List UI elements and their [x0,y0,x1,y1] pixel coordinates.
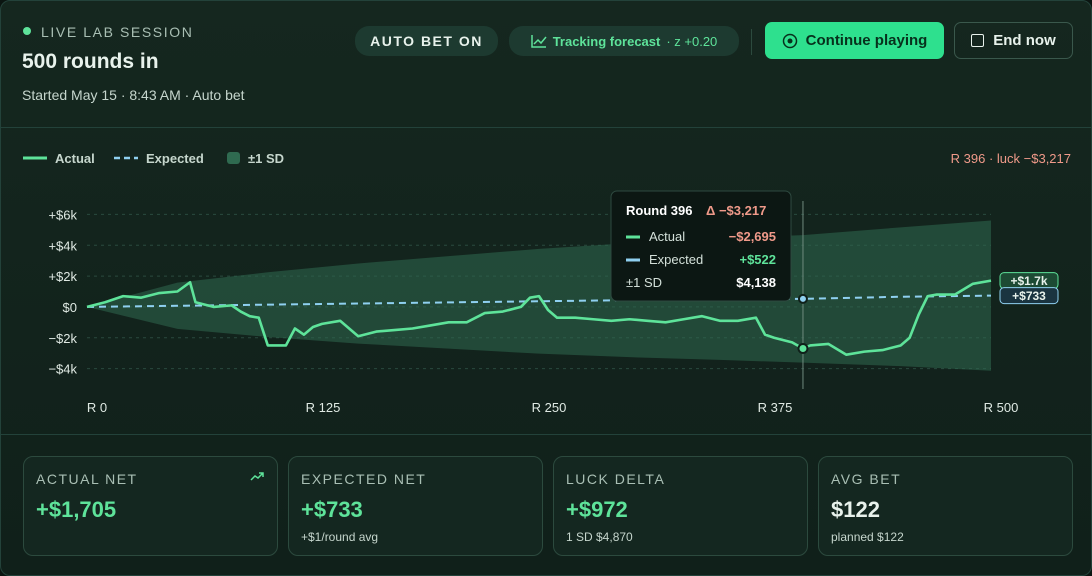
continue-label: Continue playing [805,32,928,49]
target-icon [782,33,797,48]
y-tick-label: $0 [63,300,77,315]
subtitle: Started May 15 · 8:43 AM · Auto bet [22,87,245,103]
end-label: +$1.7k [1010,274,1047,288]
divider [751,29,752,55]
x-tick-label: R 250 [532,400,567,415]
legend-label: ±1 SD [248,151,284,166]
x-tick-label: R 0 [87,400,107,415]
card-value: +$1,705 [36,497,117,522]
status: LIVE LAB SESSION [41,24,194,40]
continue-button[interactable]: Continue playing [765,22,944,59]
card: AVG BET $122 planned $122 [818,456,1073,556]
forecast-badge: Tracking forecast · z +0.20 [509,26,739,56]
y-tick-label: +$2k [48,269,77,284]
end-label: +$733 [1012,289,1046,303]
forecast-z: · z +0.20 [666,33,718,49]
card-label: ACTUAL NET [36,471,138,487]
divider [1,434,1091,435]
tooltip-label: Expected [649,252,703,267]
card: LUCK DELTA +$972 1 SD $4,870 [553,456,808,556]
legend-label: Expected [146,151,204,166]
square-icon [971,34,985,47]
tooltip-value: −$2,695 [729,229,776,244]
x-tick-label: R 375 [758,400,793,415]
y-tick-label: +$4k [48,238,77,253]
divider [1,127,1091,128]
legend-label: Actual [55,151,95,166]
x-tick-label: R 500 [984,400,1019,415]
trend-icon [530,35,547,48]
card-value: +$733 [301,497,363,522]
tooltip-label: ±1 SD [626,275,662,290]
card-label: EXPECTED NET [301,471,427,487]
badge: AUTO BET ON [355,26,498,56]
live-dot [23,27,31,35]
card-value: +$972 [566,497,628,522]
card: EXPECTED NET +$733 +$1/round avg [288,456,543,556]
chart: Actual Expected ±1 SD R 396 · luck −$3,217 +… [23,151,1071,415]
card-label: LUCK DELTA [566,471,666,487]
tooltip-delta: Δ −$3,217 [706,203,766,218]
tooltip-value: $4,138 [736,275,776,290]
title: 500 rounds in [22,50,159,73]
end-label: End now [993,32,1056,49]
y-tick-label: +$6k [48,207,77,222]
cursor-dot [797,342,809,354]
x-tick-label: R 125 [306,400,341,415]
end-label-box [999,287,1059,305]
tooltip-value: +$522 [739,252,776,267]
legend-swatch [227,152,240,164]
tooltip-title: Round 396 [626,203,692,218]
trend-icon [250,472,264,481]
tooltip-label: Actual [649,229,685,244]
card-sub: +$1/round avg [301,530,379,544]
actual-line [86,279,992,357]
card-sub: planned $122 [831,530,904,544]
expected-line [86,294,992,308]
card: ACTUAL NET +$1,705 [23,456,278,556]
card-sub: 1 SD $4,870 [566,530,633,544]
y-tick-label: −$2k [48,331,77,346]
annotation: R 396 · luck −$3,217 [951,151,1071,166]
card-value: $122 [831,497,880,522]
forecast: Tracking forecast [552,33,661,49]
tooltip [610,190,792,302]
card-label: AVG BET [831,471,902,487]
cursor-dot [797,293,808,304]
y-tick-label: −$4k [48,362,77,377]
end-button[interactable]: End now [954,22,1073,59]
